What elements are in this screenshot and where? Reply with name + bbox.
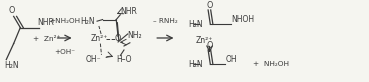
Text: Zn²⁺: Zn²⁺ <box>90 34 108 43</box>
Text: OH: OH <box>226 55 238 64</box>
Text: – RNH₂: – RNH₂ <box>153 18 178 24</box>
Text: H₂N: H₂N <box>188 60 203 69</box>
Text: NHR: NHR <box>38 18 55 27</box>
Text: H–O: H–O <box>116 55 132 64</box>
Text: +NH₂OH: +NH₂OH <box>49 18 80 24</box>
Text: +  NH₂OH: + NH₂OH <box>253 61 289 67</box>
Text: H₂N: H₂N <box>188 20 203 29</box>
Text: +  Zn²⁺: + Zn²⁺ <box>33 36 61 42</box>
Text: NH₂: NH₂ <box>128 31 142 40</box>
Text: H₂N: H₂N <box>80 17 95 26</box>
Text: +OH⁻: +OH⁻ <box>54 49 75 55</box>
Text: NHR: NHR <box>121 7 138 16</box>
Text: O: O <box>206 1 213 10</box>
Text: OH⁻: OH⁻ <box>86 55 101 64</box>
Text: NHOH: NHOH <box>232 15 255 24</box>
Text: O: O <box>9 6 15 15</box>
Text: Zn²⁺: Zn²⁺ <box>196 36 214 45</box>
Text: O: O <box>206 41 213 50</box>
Text: O: O <box>115 34 121 43</box>
Text: H₂N: H₂N <box>4 62 19 71</box>
